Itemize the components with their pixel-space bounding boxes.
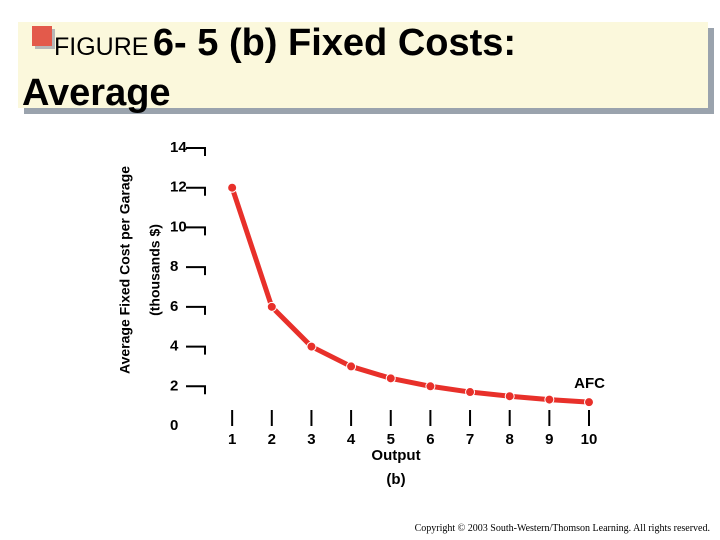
x-tick-label: 8	[506, 431, 514, 448]
y-axis-unit: (thousands $)	[147, 224, 163, 316]
x-tick-label: 10	[581, 431, 598, 448]
x-tick-label: 1	[228, 431, 236, 448]
title-icon	[32, 26, 52, 46]
series-label: AFC	[574, 375, 605, 392]
y-tick-label: 14	[170, 139, 187, 156]
copyright: Copyright © 2003 South-Western/Thomson L…	[414, 523, 710, 534]
point	[266, 301, 277, 312]
y-tick	[186, 226, 206, 236]
y-tick-label: 4	[170, 338, 179, 355]
x-tick-label: 2	[268, 431, 276, 448]
y-tick-label: 8	[170, 258, 178, 275]
x-tick-label: 7	[466, 431, 474, 448]
x-tick-label: 3	[307, 431, 315, 448]
x-tick-label: 5	[387, 431, 395, 448]
y-tick-label: 10	[170, 218, 187, 235]
point	[465, 387, 476, 398]
point	[425, 381, 436, 392]
x-axis-label: Output	[371, 447, 420, 464]
y-tick	[186, 186, 206, 196]
y-tick-label: 6	[170, 298, 178, 315]
point	[346, 361, 357, 372]
x-tick-label: 4	[347, 431, 356, 448]
y-tick	[186, 147, 206, 156]
title-box	[18, 22, 708, 108]
chart-title: 6- 5 (b) Fixed Costs: Average	[22, 22, 517, 114]
y-tick-label: 0	[170, 417, 178, 434]
x-axis-sublabel: (b)	[386, 471, 405, 488]
x-tick-label: 6	[426, 431, 434, 448]
figure-label: FIGURE	[54, 33, 149, 61]
x-tick-label: 9	[545, 431, 553, 448]
point	[504, 391, 515, 402]
y-axis-label: Average Fixed Cost per Garage	[117, 166, 133, 374]
point	[227, 182, 238, 193]
point	[306, 341, 317, 352]
point	[544, 394, 555, 405]
y-tick	[186, 385, 206, 395]
y-tick-label: 2	[170, 377, 178, 394]
point	[385, 373, 396, 384]
y-tick	[186, 345, 206, 355]
y-tick	[186, 305, 206, 315]
line	[229, 185, 592, 405]
title: FIGURE 6- 5 (b) Fixed Costs: Average	[22, 22, 642, 122]
point	[584, 397, 594, 408]
y-tick-label: 12	[170, 179, 187, 196]
y-tick	[186, 266, 206, 276]
